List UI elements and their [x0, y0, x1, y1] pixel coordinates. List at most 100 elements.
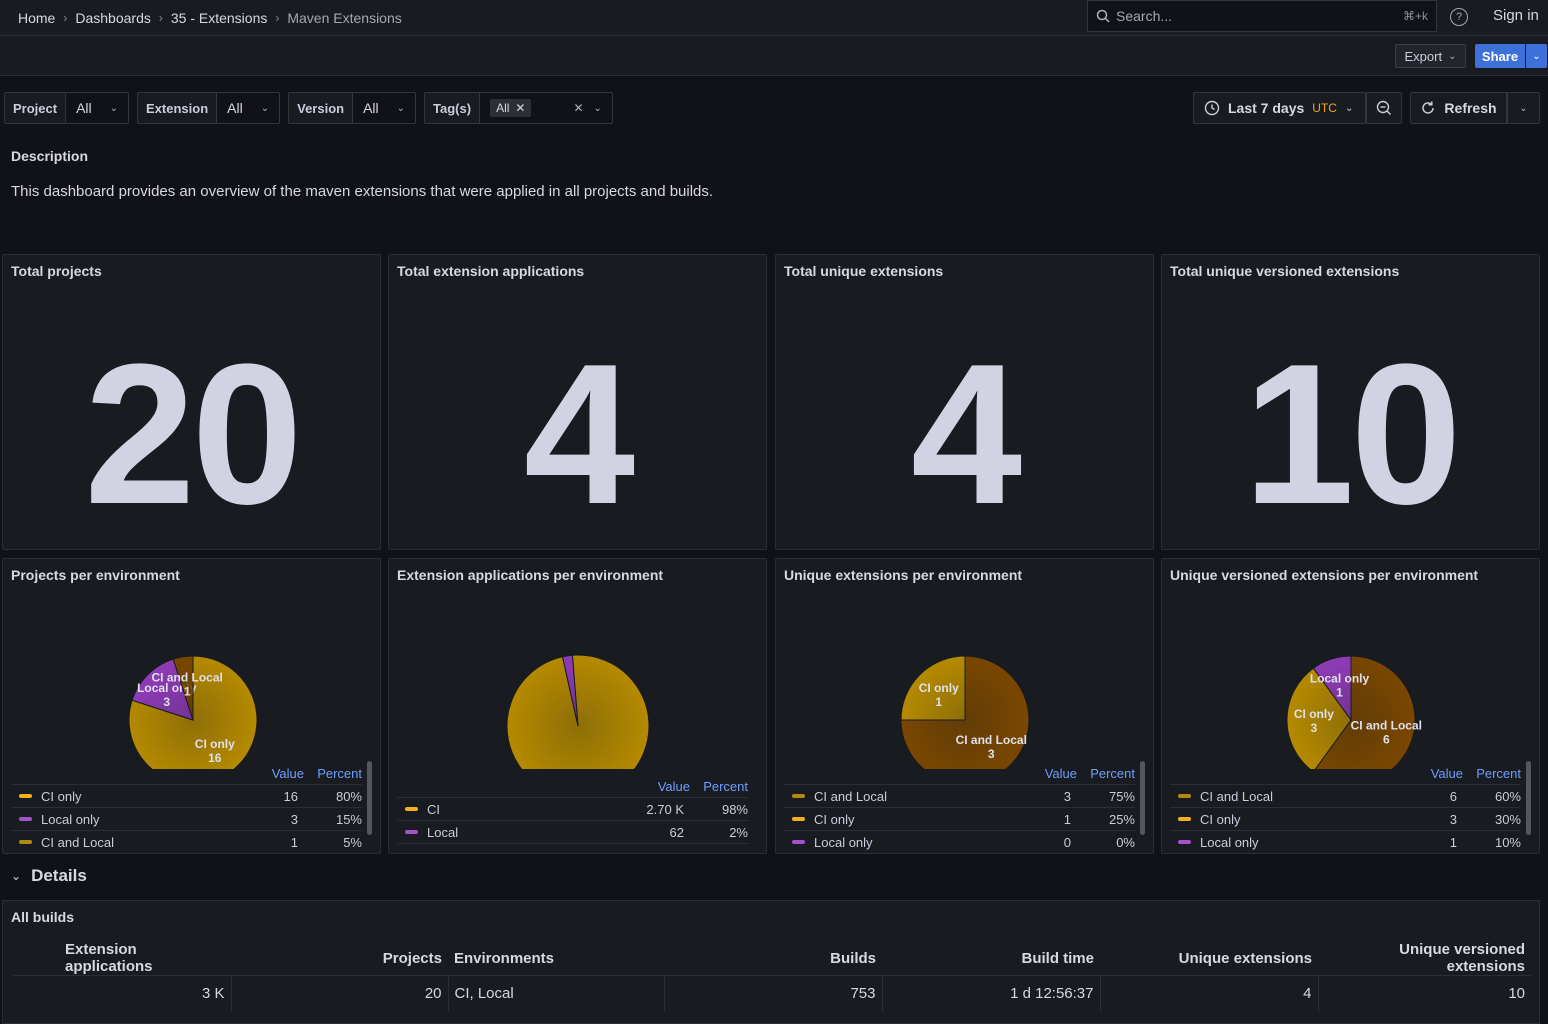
legend-label: CI only: [41, 788, 82, 804]
legend-value: 1: [1449, 834, 1457, 850]
help-icon[interactable]: ?: [1450, 8, 1468, 26]
column-header[interactable]: Extension applications: [13, 941, 231, 976]
column-header[interactable]: Environments: [448, 941, 664, 976]
chevron-down-icon: ⌄: [396, 102, 406, 114]
refresh-button[interactable]: Refresh: [1410, 92, 1507, 124]
details-row-toggle[interactable]: ⌄ Details: [11, 866, 87, 886]
legend-scrollbar[interactable]: [1526, 761, 1531, 835]
legend-item-local-only[interactable]: Local only 0 0%: [784, 831, 1135, 854]
pie-slice-ci[interactable]: [506, 654, 650, 769]
legend-percent: 0%: [1116, 834, 1135, 850]
pie-slice-local[interactable]: [561, 654, 579, 727]
table-header-row: Extension applications Projects Environm…: [13, 941, 1531, 976]
time-range-picker[interactable]: Last 7 days UTC ⌄: [1193, 92, 1366, 124]
legend-value: 1: [290, 834, 298, 850]
breadcrumb: Home › Dashboards › 35 - Extensions › Ma…: [0, 10, 402, 26]
pie-slice-value: 3: [163, 695, 170, 709]
pie-legend: Value Percent CI and Local 6 60% CI only 3 30% L…: [1170, 763, 1521, 854]
table-row: 3 K 20 CI, Local 753 1 d 12:56:37 4 10: [13, 975, 1531, 1012]
pie-slice-ci-and-local[interactable]: [172, 655, 194, 721]
legend-item-ci-and-local[interactable]: CI and Local 6 60%: [1170, 785, 1521, 808]
pie-legend: Value Percent CI only 16 80% Local only 3 15% CI…: [11, 763, 362, 854]
legend-item-local-only[interactable]: Local only 3 15%: [11, 808, 362, 831]
legend-value-header[interactable]: Value: [1430, 766, 1463, 781]
table-cell: 4: [1100, 975, 1319, 1012]
breadcrumb-folder[interactable]: 35 - Extensions: [170, 9, 268, 26]
timezone-label: UTC: [1312, 101, 1337, 115]
pie-slice-ci-only[interactable]: [1286, 667, 1352, 769]
export-button[interactable]: Export ⌄: [1395, 44, 1466, 68]
search-input[interactable]: Search... ⌘+k: [1087, 0, 1437, 32]
column-header[interactable]: Build time: [882, 941, 1100, 976]
variable-version[interactable]: Version All ⌄: [288, 92, 417, 124]
legend-header: Value Percent: [11, 763, 362, 785]
pie-slice-ci-and-local[interactable]: [900, 655, 1030, 769]
pie-slice-label: CI only: [195, 737, 235, 751]
legend-value-header[interactable]: Value: [657, 779, 690, 794]
legend-header: Value Percent: [397, 776, 748, 798]
stat-panel-total-projects: Total projects 20: [2, 254, 381, 550]
legend-percent-header[interactable]: Percent: [1090, 766, 1135, 781]
legend-item-ci-and-local[interactable]: CI and Local 3 75%: [784, 785, 1135, 808]
legend-value: 1: [1063, 811, 1071, 827]
pie-slice-label: CI and Local: [956, 733, 1027, 747]
refresh-interval-dropdown[interactable]: ⌄: [1507, 92, 1540, 124]
legend-item-local[interactable]: Local 62 2%: [397, 821, 748, 844]
variable-project[interactable]: Project All ⌄: [4, 92, 130, 124]
legend-value-header[interactable]: Value: [271, 766, 304, 781]
table-cell: 10: [1508, 985, 1525, 1003]
legend-item-ci-only[interactable]: CI only 1 25%: [784, 808, 1135, 831]
variable-value: All: [363, 100, 379, 116]
legend-value: 16: [283, 788, 298, 804]
tag-chip[interactable]: All ✕: [490, 99, 532, 117]
breadcrumb-dashboards[interactable]: Dashboards: [75, 9, 151, 26]
pie-slice-ci-only[interactable]: [900, 655, 966, 721]
clear-icon[interactable]: ✕: [573, 101, 584, 115]
share-dropdown-button[interactable]: ⌄: [1526, 44, 1547, 68]
chevron-down-icon: ⌄: [1344, 102, 1354, 114]
share-button[interactable]: Share: [1475, 44, 1525, 68]
legend-percent-header[interactable]: Percent: [703, 779, 748, 794]
zoom-out-button[interactable]: [1366, 92, 1402, 124]
column-header[interactable]: Builds: [664, 941, 882, 976]
legend-percent: 2%: [729, 824, 748, 840]
legend-scrollbar[interactable]: [1140, 761, 1145, 835]
search-shortcut: ⌘+k: [1402, 9, 1428, 23]
pie-slice-local-only[interactable]: [1312, 655, 1352, 722]
variable-tags[interactable]: Tag(s) All ✕ ✕ ⌄: [424, 92, 613, 124]
legend-percent-header[interactable]: Percent: [1476, 766, 1521, 781]
pie-slice-label: CI and Local: [152, 670, 223, 684]
sign-in-link[interactable]: Sign in: [1493, 7, 1539, 24]
variable-extension[interactable]: Extension All ⌄: [137, 92, 281, 124]
legend-percent-header[interactable]: Percent: [317, 766, 362, 781]
table-cell: 20: [231, 975, 449, 1012]
pie-panel-extension-applications: Extension applications per environment C…: [388, 558, 767, 854]
refresh-icon: [1422, 101, 1435, 114]
legend-scrollbar[interactable]: [367, 761, 372, 835]
panel-title: All builds: [11, 909, 74, 925]
legend-item-local-only[interactable]: Local only 1 10%: [1170, 831, 1521, 854]
chevron-down-icon: ⌄: [1448, 50, 1457, 62]
legend-item-ci-only[interactable]: CI only 16 80%: [11, 785, 362, 808]
legend-value-header[interactable]: Value: [1044, 766, 1077, 781]
breadcrumb-home[interactable]: Home: [18, 9, 56, 26]
variable-label: Version: [289, 93, 354, 123]
legend-item-ci-only[interactable]: CI only 3 30%: [1170, 808, 1521, 831]
pie-slice-ci-only[interactable]: [128, 655, 258, 769]
legend-item-ci-and-local[interactable]: CI and Local 1 5%: [11, 831, 362, 854]
close-icon[interactable]: ✕: [515, 101, 526, 115]
variable-label: Project: [5, 93, 67, 123]
column-header[interactable]: Unique versioned extensions: [1318, 941, 1531, 976]
table-panel-all-builds: All builds Extension applications Projec…: [2, 900, 1540, 1024]
legend-item-ci[interactable]: CI 2.70 K 98%: [397, 798, 748, 821]
column-header[interactable]: Unique extensions: [1100, 941, 1318, 976]
pie-slice-ci-and-local[interactable]: [1313, 655, 1416, 769]
description-title: Description: [11, 148, 89, 164]
chevron-down-icon: ⌄: [260, 102, 270, 114]
chevron-right-icon: ›: [63, 10, 68, 25]
chevron-down-icon: ⌄: [593, 102, 602, 114]
column-header[interactable]: Projects: [231, 941, 448, 976]
legend-header: Value Percent: [1170, 763, 1521, 785]
panel-title: Total unique extensions: [784, 263, 944, 279]
